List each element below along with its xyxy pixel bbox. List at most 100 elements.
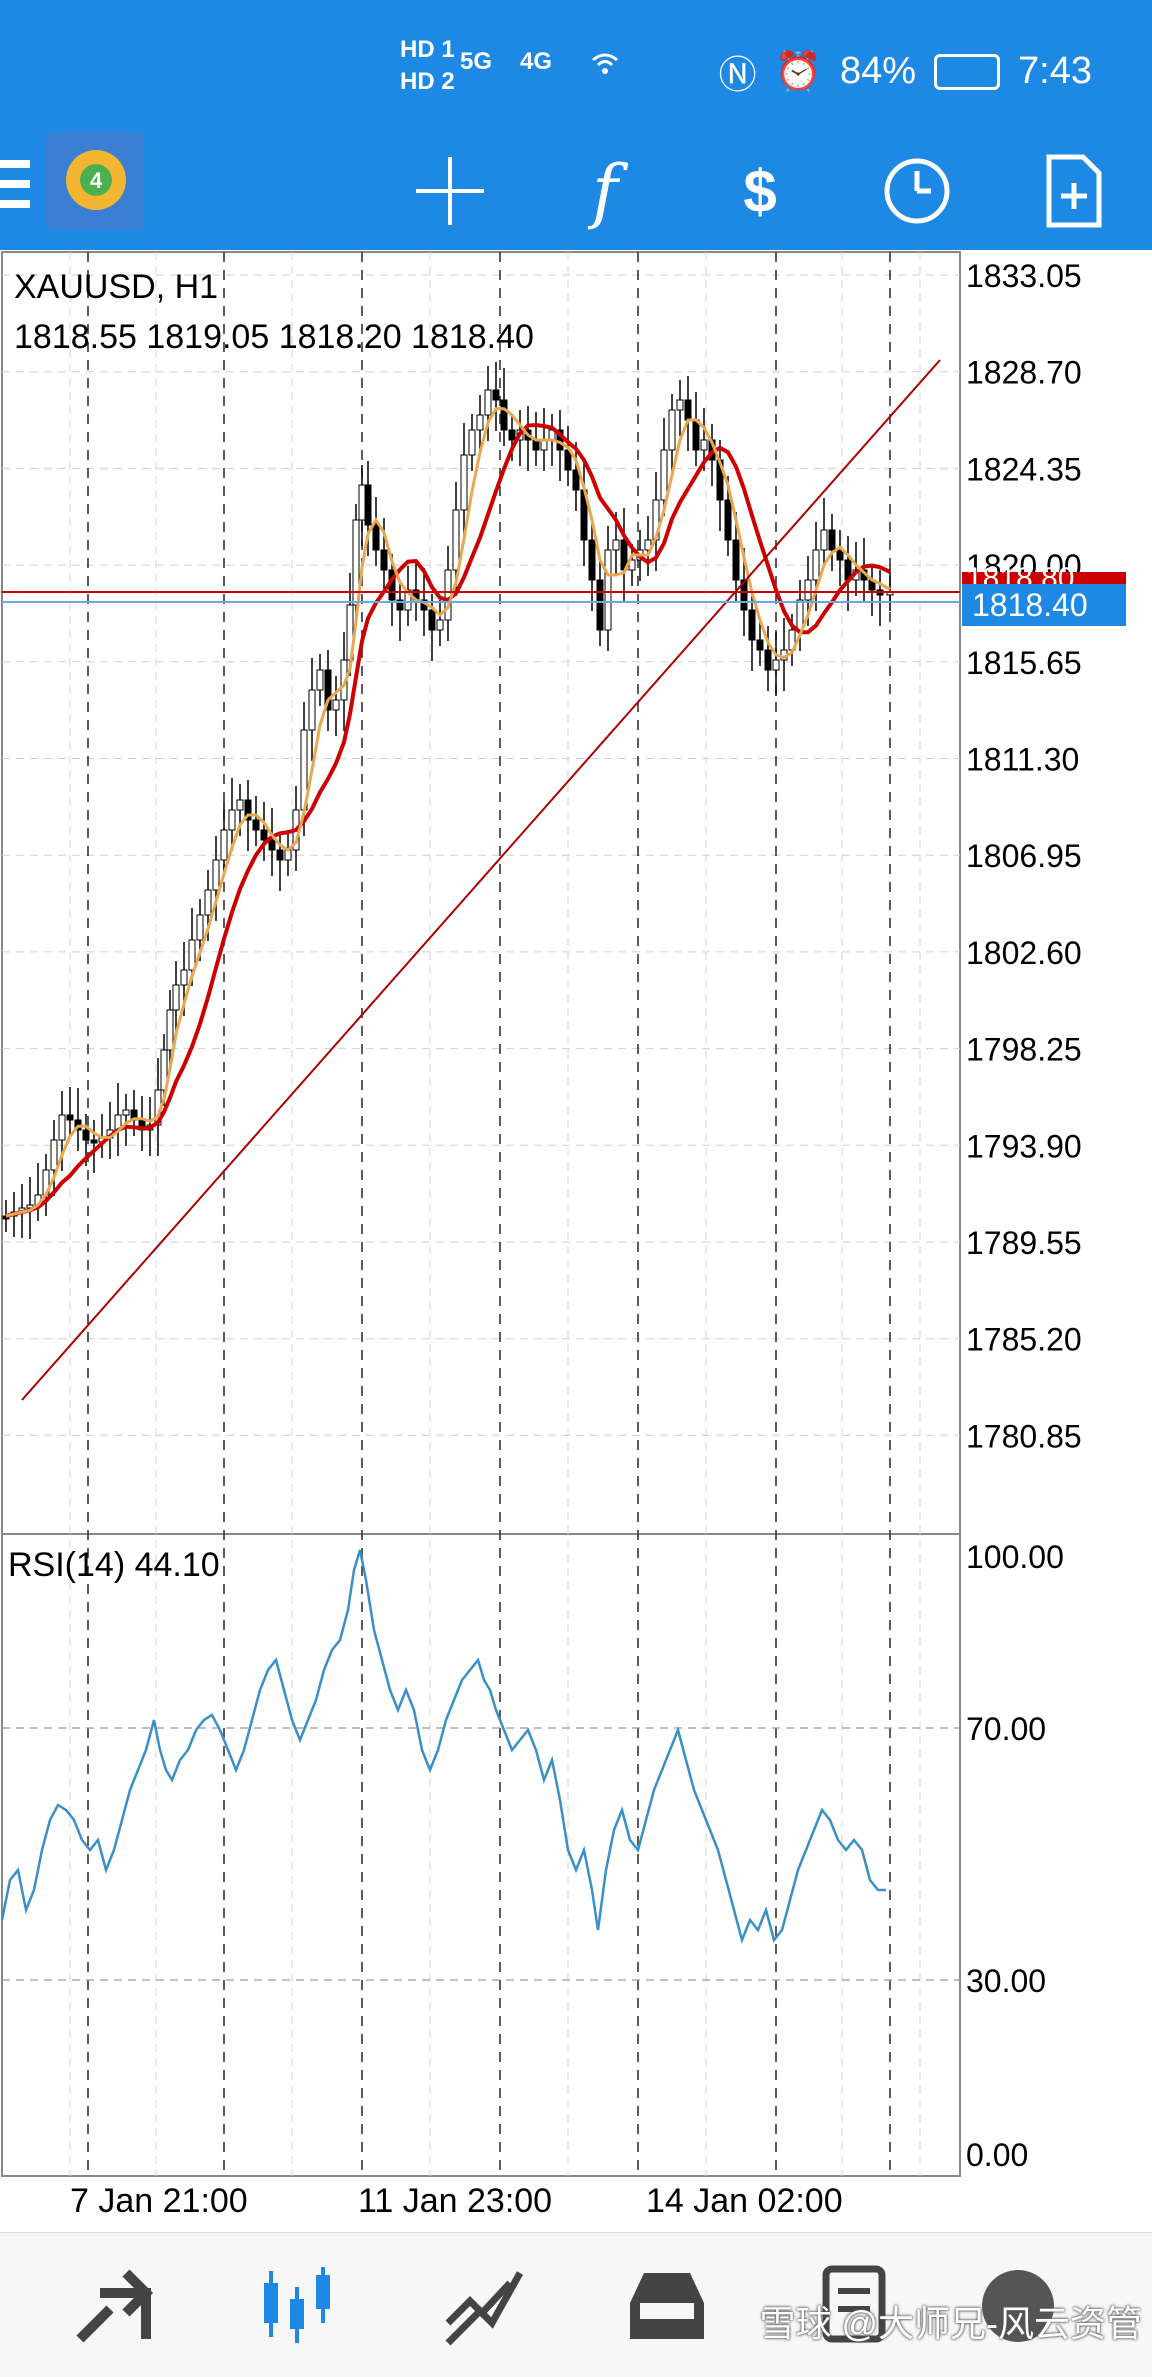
candle-body bbox=[588, 539, 596, 581]
candle-body bbox=[252, 819, 260, 831]
candle-body bbox=[244, 799, 252, 821]
candle-body bbox=[372, 524, 380, 551]
candle-body bbox=[476, 414, 484, 431]
candle-body bbox=[228, 809, 236, 831]
candle-body bbox=[172, 984, 180, 1011]
current-price-label: 1818.40 bbox=[972, 587, 1088, 623]
rsi-tick-label: 0.00 bbox=[966, 2137, 1028, 2173]
bottom-nav: 雪球 @大师兄-风云资管 bbox=[0, 2232, 1152, 2377]
price-tick-label: 1828.70 bbox=[966, 355, 1082, 391]
candle-body bbox=[828, 529, 836, 551]
candle-body bbox=[66, 1114, 74, 1121]
rsi-panel bbox=[1, 1533, 961, 2177]
candle-body bbox=[508, 429, 516, 441]
candle-body bbox=[452, 509, 460, 571]
trade-icon[interactable]: $ bbox=[743, 157, 777, 225]
candle-body bbox=[596, 579, 604, 631]
candle-body bbox=[188, 939, 196, 971]
nfc-icon: Ⓝ bbox=[718, 55, 757, 97]
trendline bbox=[21, 359, 941, 1401]
candle-body bbox=[352, 519, 360, 606]
hd-signal-icon: HD 1 HD 2 bbox=[400, 36, 455, 95]
trade-nav-icon[interactable] bbox=[440, 2263, 530, 2353]
candle-body bbox=[492, 389, 500, 401]
candle-body bbox=[812, 549, 820, 581]
candle-body bbox=[804, 579, 812, 601]
menu-icon[interactable] bbox=[0, 160, 30, 220]
price-tick-label: 1806.95 bbox=[966, 838, 1082, 874]
charts-icon[interactable] bbox=[254, 2263, 344, 2353]
candle-body bbox=[196, 914, 204, 941]
battery-icon bbox=[934, 53, 1001, 90]
new-order-icon[interactable] bbox=[1028, 146, 1118, 236]
candle-body bbox=[324, 669, 332, 711]
candle-body bbox=[316, 669, 324, 691]
4g-signal-icon: 4G bbox=[520, 48, 553, 75]
price-tick-label: 1780.85 bbox=[966, 1418, 1082, 1454]
candle-body bbox=[604, 549, 612, 631]
candle-body bbox=[358, 484, 366, 521]
candle-body bbox=[468, 429, 476, 456]
clock: 7:43 bbox=[1018, 50, 1092, 92]
indicators-icon[interactable]: f bbox=[592, 150, 618, 232]
current-price-tag bbox=[962, 584, 1126, 626]
candle-body bbox=[396, 599, 404, 611]
quotes-icon[interactable] bbox=[70, 2263, 160, 2353]
top-toolbar: f $ bbox=[0, 130, 1152, 250]
candle-body bbox=[380, 549, 388, 571]
candle-body bbox=[220, 829, 228, 861]
candle-body bbox=[204, 889, 212, 916]
rsi-tick-label: 100.00 bbox=[966, 1539, 1064, 1575]
price-tick-label: 1785.20 bbox=[966, 1322, 1082, 1358]
time-tick-label: 7 Jan 21:00 bbox=[70, 2182, 248, 2220]
price-tick-label: 1793.90 bbox=[966, 1128, 1082, 1164]
alarm-icon: ⏰ bbox=[774, 50, 822, 93]
candle-body bbox=[444, 569, 452, 621]
candle-body bbox=[82, 1129, 90, 1141]
candle-body bbox=[612, 539, 620, 551]
chart-area[interactable]: 1833.05 1828.70 1824.35 1820.00 1815.65 1811.… bbox=[0, 250, 1152, 2230]
crosshair-icon[interactable] bbox=[405, 146, 495, 236]
price-panel bbox=[1, 251, 961, 1535]
candle-body bbox=[484, 389, 492, 416]
rsi-line bbox=[0, 1549, 886, 1944]
mt-logo-icon[interactable]: 4 bbox=[46, 132, 144, 230]
candle-body bbox=[724, 499, 732, 541]
time-tick-label: 11 Jan 23:00 bbox=[358, 2182, 552, 2220]
candle-body bbox=[692, 419, 700, 451]
candle-body bbox=[276, 849, 284, 861]
candle-body bbox=[364, 484, 372, 526]
candle-body bbox=[160, 1049, 168, 1091]
candle-body bbox=[58, 1114, 66, 1141]
ma-slow-line bbox=[5, 422, 891, 1218]
period-clock-icon[interactable] bbox=[872, 146, 962, 236]
candle-body bbox=[500, 399, 508, 431]
candle-body bbox=[676, 399, 684, 411]
messages-icon[interactable] bbox=[810, 2263, 900, 2353]
candle-body bbox=[166, 1009, 174, 1051]
price-tick-label: 1789.55 bbox=[966, 1225, 1082, 1261]
candle-body bbox=[772, 659, 780, 671]
candle-body bbox=[668, 409, 676, 451]
candle-body bbox=[90, 1139, 98, 1144]
settings-icon[interactable] bbox=[975, 2263, 1065, 2353]
candle-body bbox=[572, 469, 580, 491]
candle-body bbox=[460, 454, 468, 511]
5g-signal-icon: 5G bbox=[460, 48, 493, 75]
candle-body bbox=[236, 799, 244, 811]
battery-percent: 84% bbox=[839, 50, 917, 92]
price-tick-label: 1824.35 bbox=[966, 451, 1082, 487]
candle-body bbox=[260, 829, 268, 841]
ohlc-label: 1818.55 1819.05 1818.20 1818.40 bbox=[14, 318, 534, 356]
history-icon[interactable] bbox=[624, 2263, 714, 2353]
candle-body bbox=[268, 839, 276, 851]
candle-body bbox=[212, 859, 220, 891]
symbol-label: XAUUSD, H1 bbox=[14, 268, 218, 306]
candle-body bbox=[660, 449, 668, 501]
rsi-tick-label: 30.00 bbox=[966, 1963, 1046, 1999]
price-tick-label: 1811.30 bbox=[966, 742, 1079, 778]
price-tick-label: 1802.60 bbox=[966, 935, 1082, 971]
candle-body bbox=[740, 579, 748, 611]
candle-body bbox=[684, 399, 692, 421]
wifi-icon bbox=[590, 48, 620, 78]
